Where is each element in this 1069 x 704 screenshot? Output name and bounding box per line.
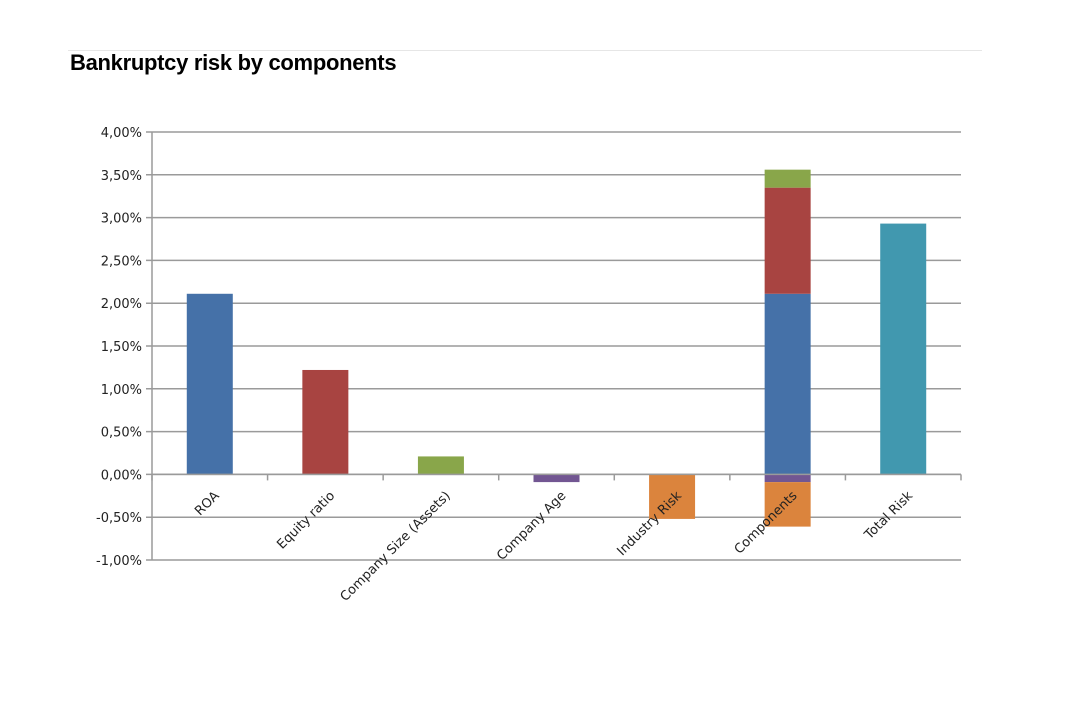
- x-category-label: Company Age: [494, 489, 569, 564]
- bar-components-company-age: [764, 474, 811, 483]
- top-divider: [68, 50, 982, 51]
- bar-company-age-company-age: [533, 474, 580, 483]
- bar-industry-risk-industry-risk: [649, 474, 696, 519]
- y-tick-label: 0,00%: [101, 468, 142, 483]
- y-tick-label: 3,00%: [101, 212, 142, 227]
- bar-total-risk-total-risk: [880, 223, 927, 475]
- axes: [151, 132, 962, 560]
- y-tick-label: 1,50%: [101, 340, 142, 355]
- y-tick-label: 3,50%: [101, 169, 142, 184]
- bar-equity-ratio-equity-ratio: [302, 369, 349, 475]
- x-category-label: Total Risk: [861, 488, 916, 543]
- y-tick-label: 0,50%: [101, 426, 142, 441]
- y-tick-label: -1,00%: [96, 554, 142, 569]
- bars: [186, 169, 927, 527]
- bar-components-company-size-assets-: [764, 169, 811, 188]
- x-category-label: Equity ratio: [274, 489, 338, 553]
- bar-components-equity-ratio: [764, 187, 811, 294]
- y-tick-label: 1,00%: [101, 383, 142, 398]
- y-tick-label: 4,00%: [101, 126, 142, 141]
- y-tick-label: 2,00%: [101, 297, 142, 312]
- y-tick-label: 2,50%: [101, 254, 142, 269]
- bar-components-roa: [764, 293, 811, 475]
- x-category-label: ROA: [192, 489, 222, 519]
- y-axis-ticks: 4,00% 3,50% 3,00% 2,50% 2,00% 1,50% 1,00% 0,50%…: [96, 126, 142, 569]
- bar-roa-roa: [186, 293, 233, 475]
- bar-components-industry-risk: [764, 482, 811, 527]
- gridlines: [146, 131, 961, 561]
- y-tick-label: -0,50%: [96, 511, 142, 526]
- x-category-label: Company Size (Assets): [338, 489, 454, 605]
- chart-title: Bankruptcy risk by components: [70, 50, 397, 75]
- bar-company-size-assets--company-size-assets-: [417, 456, 464, 475]
